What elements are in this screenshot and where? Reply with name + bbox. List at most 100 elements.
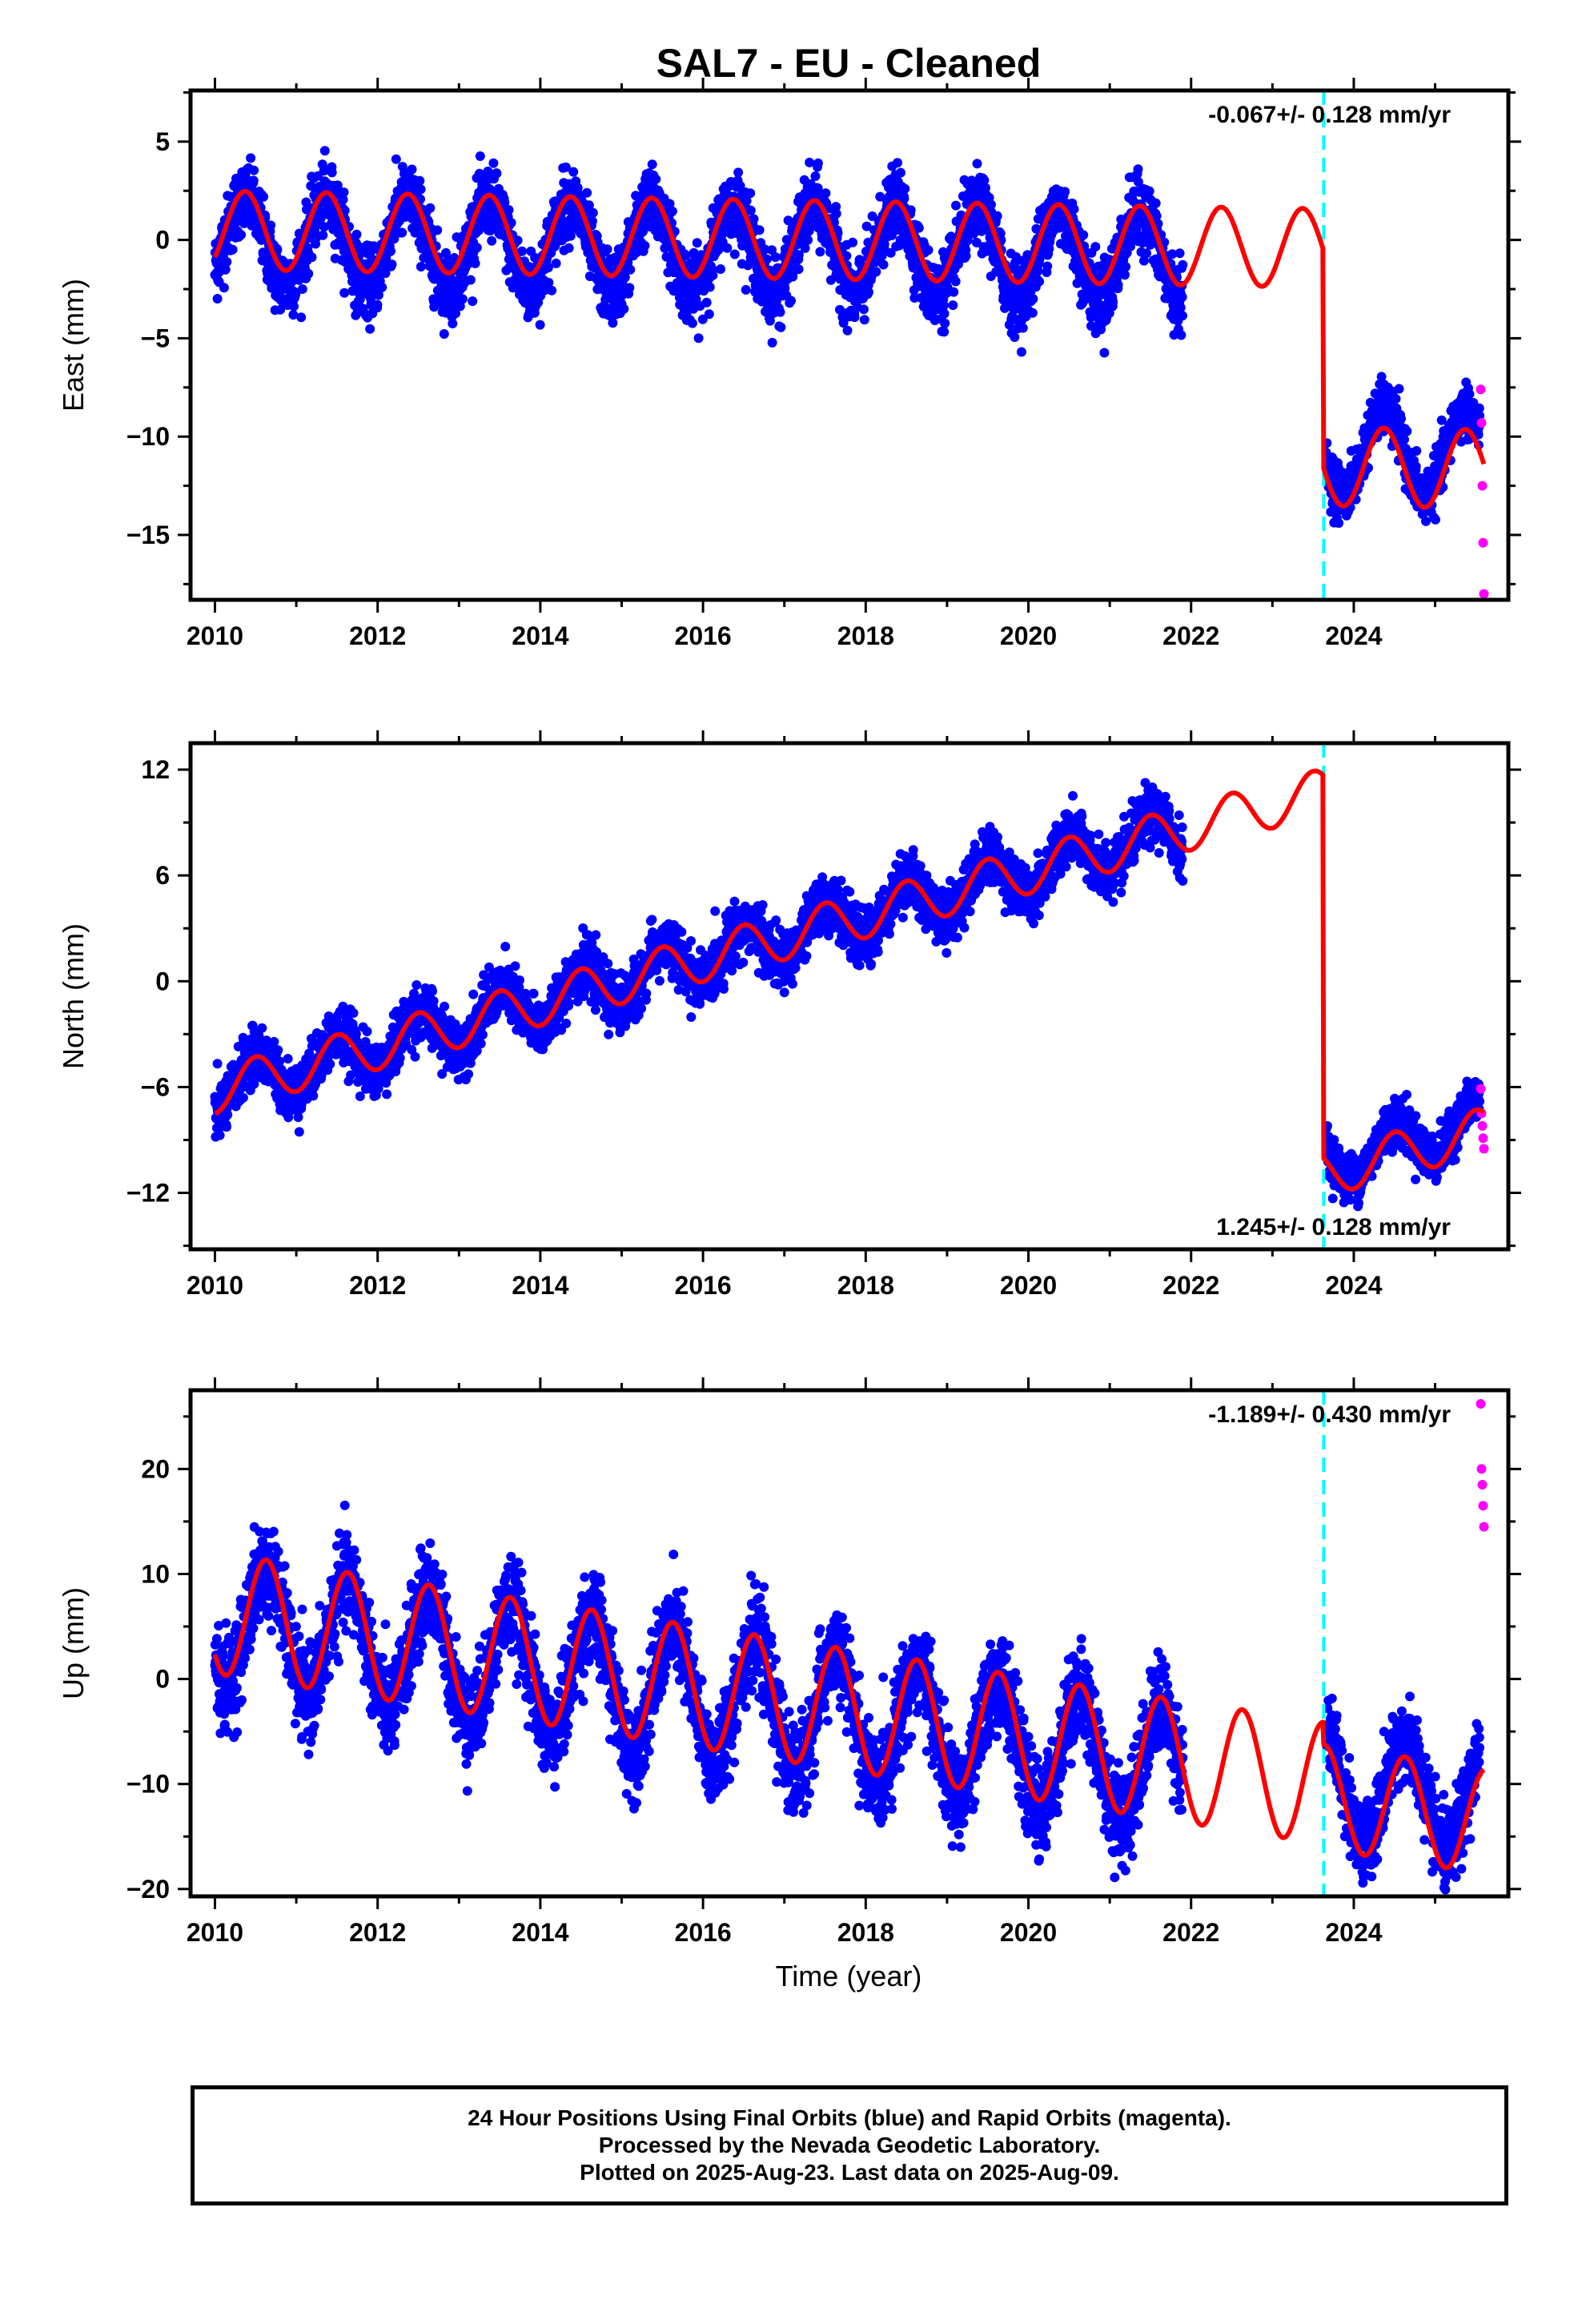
final-orbit-point (565, 231, 576, 241)
final-orbit-point (1150, 198, 1161, 208)
final-orbit-point (1028, 294, 1038, 304)
plot-frame (188, 88, 1511, 602)
final-orbit-point (745, 205, 756, 215)
final-orbit-point (468, 296, 478, 307)
final-orbit-point (512, 235, 523, 246)
final-orbit-point (951, 200, 961, 211)
final-orbit-point (293, 1112, 303, 1123)
final-orbit-point (1069, 204, 1079, 215)
final-orbit-point (1174, 248, 1185, 259)
final-orbit-point (722, 243, 733, 253)
final-orbit-point (949, 287, 959, 297)
final-orbit-point (248, 175, 259, 186)
final-orbit-point (810, 171, 821, 181)
final-orbit-point (544, 277, 554, 287)
final-orbit-point (729, 249, 740, 259)
final-orbit-points (210, 778, 1485, 1212)
final-orbit-point (950, 276, 961, 287)
final-orbit-point (896, 167, 905, 178)
final-orbit-point (222, 1122, 231, 1132)
final-orbit-point (1391, 394, 1401, 404)
y-tick-label: −5 (141, 324, 170, 352)
final-orbit-point (1177, 292, 1187, 302)
final-orbit-point (472, 243, 482, 253)
final-orbit-point (372, 300, 383, 310)
final-orbit-point (387, 259, 397, 270)
final-orbit-point (273, 1045, 283, 1055)
x-tick-label: 2018 (837, 621, 894, 650)
final-orbit-point (938, 300, 949, 311)
final-orbit-point (1108, 297, 1118, 308)
final-orbit-point (1411, 446, 1422, 456)
final-orbit-point (1010, 332, 1020, 342)
final-orbit-point (441, 247, 451, 258)
final-orbit-point (647, 159, 657, 170)
final-orbit-point (1018, 323, 1028, 333)
final-orbit-point (319, 222, 329, 232)
final-orbit-point (733, 167, 744, 178)
final-orbit-point (222, 257, 232, 267)
final-orbit-point (365, 324, 375, 334)
x-tick-label: 2024 (1325, 621, 1382, 650)
final-orbit-point (339, 187, 349, 198)
final-orbit-point (407, 164, 417, 175)
final-orbit-point (266, 220, 276, 231)
plot-area (210, 90, 1489, 600)
final-orbit-point (708, 270, 718, 280)
y-tick-label: −15 (126, 521, 170, 549)
final-orbit-point (1034, 276, 1045, 287)
plot-area (210, 743, 1489, 1249)
final-orbit-point (693, 333, 704, 344)
rapid-orbit-point (1476, 418, 1487, 428)
chart-title: SAL7 - EU - Cleaned (656, 41, 1042, 86)
final-orbit-point (269, 1036, 279, 1047)
final-orbit-point (455, 301, 465, 312)
final-orbit-point (339, 287, 350, 298)
final-orbit-point (1060, 187, 1070, 197)
final-orbit-point (848, 237, 857, 247)
final-orbit-point (380, 268, 391, 279)
panel-2: 2010 2012 2014 2016 2018 2020 2022 20241260−6−1… (57, 730, 1521, 1300)
final-orbit-point (900, 183, 910, 194)
final-orbit-point (948, 300, 958, 311)
final-orbit-point (212, 294, 223, 304)
final-orbit-point (425, 203, 436, 213)
final-orbit-point (1113, 279, 1123, 290)
final-orbit-point (588, 207, 598, 218)
final-orbit-point (397, 227, 408, 238)
final-orbit-point (871, 267, 881, 277)
final-orbit-point (1399, 434, 1409, 444)
final-orbit-point (939, 308, 950, 319)
final-orbit-point (858, 304, 869, 315)
final-orbit-point (215, 1130, 225, 1140)
final-orbit-point (297, 284, 307, 294)
final-orbit-point (878, 259, 889, 270)
final-orbit-points (210, 146, 1485, 529)
final-orbit-point (972, 159, 982, 169)
final-orbit-point (1411, 461, 1421, 472)
final-orbit-point (940, 318, 950, 328)
final-orbit-point (319, 146, 330, 156)
final-orbit-point (1042, 261, 1053, 271)
rapid-orbit-point (1477, 480, 1488, 491)
final-orbit-point (327, 167, 337, 178)
final-orbit-point (624, 283, 635, 293)
final-orbit-point (1394, 384, 1404, 394)
final-orbit-point (1176, 330, 1186, 340)
final-orbit-point (1334, 518, 1344, 529)
final-orbit-point (492, 168, 502, 179)
final-orbit-point (1078, 230, 1089, 240)
final-orbit-point (923, 245, 934, 255)
final-orbit-point (1090, 242, 1101, 252)
final-orbit-point (1464, 389, 1475, 400)
y-tick-label: 5 (155, 127, 170, 156)
final-orbit-point (705, 282, 715, 292)
final-orbit-point (291, 289, 301, 300)
final-orbit-point (288, 310, 299, 320)
y-tick-label: 0 (155, 226, 170, 255)
final-orbit-point (741, 284, 751, 295)
final-orbit-point (351, 229, 362, 239)
final-orbit-point (432, 225, 443, 235)
final-orbit-point (386, 246, 396, 256)
final-orbit-point (608, 318, 618, 328)
